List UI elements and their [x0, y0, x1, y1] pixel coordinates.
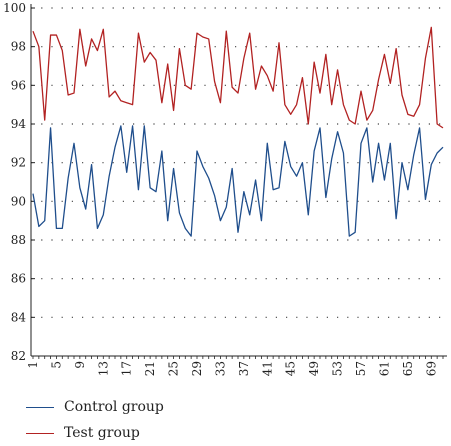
y-tick-label-90: 90 [11, 194, 26, 208]
legend-item-test: Test group [26, 420, 164, 446]
y-tick-label-98: 98 [11, 40, 26, 54]
series-line-test-group [32, 26, 444, 129]
legend-label-test: Test group [64, 425, 140, 441]
x-tick-label-69: 69 [424, 361, 438, 376]
legend-item-control: Control group [26, 394, 164, 420]
series-line-control-group [32, 125, 444, 237]
x-tick-label-37: 37 [237, 361, 251, 376]
y-tick-label-82: 82 [11, 349, 26, 363]
x-tick-label-41: 41 [260, 361, 274, 376]
x-tick-label-5: 5 [49, 361, 63, 369]
y-tick-label-84: 84 [11, 310, 27, 324]
y-tick-label-92: 92 [11, 156, 26, 170]
x-tick-label-53: 53 [331, 361, 345, 376]
y-tick-label-100: 100 [3, 1, 26, 15]
y-tick-label-86: 86 [11, 272, 26, 286]
x-tick-label-57: 57 [354, 361, 368, 376]
y-tick-label-88: 88 [11, 233, 26, 247]
x-tick-label-13: 13 [96, 361, 110, 376]
line-chart: 82 84 86 88 90 92 94 96 98 100 1 5 9 13 17 21 25 29 33 37 41… [3, 1, 447, 376]
legend-swatch-test [26, 432, 54, 434]
x-tick-label-33: 33 [213, 361, 227, 376]
x-tick-label-17: 17 [120, 361, 134, 376]
x-tick-label-65: 65 [401, 361, 415, 376]
x-tick-label-21: 21 [143, 361, 157, 376]
x-tick-label-61: 61 [377, 361, 391, 376]
x-tick-label-9: 9 [73, 361, 87, 369]
legend: Control group Test group [26, 394, 164, 446]
series-lines [32, 26, 444, 237]
y-tick-label-96: 96 [11, 78, 26, 92]
y-tick-label-94: 94 [11, 117, 27, 131]
x-tick-label-29: 29 [190, 361, 204, 376]
x-tick-label-45: 45 [284, 361, 298, 376]
tick-labels: 82 84 86 88 90 92 94 96 98 100 1 5 9 13 17 21 25 29 33 37 41… [3, 1, 438, 376]
x-tick-label-1: 1 [26, 361, 40, 369]
legend-swatch-control [26, 406, 54, 408]
axes [30, 4, 447, 359]
x-tick-label-25: 25 [167, 361, 181, 376]
legend-label-control: Control group [64, 399, 164, 415]
x-tick-label-49: 49 [307, 361, 321, 376]
